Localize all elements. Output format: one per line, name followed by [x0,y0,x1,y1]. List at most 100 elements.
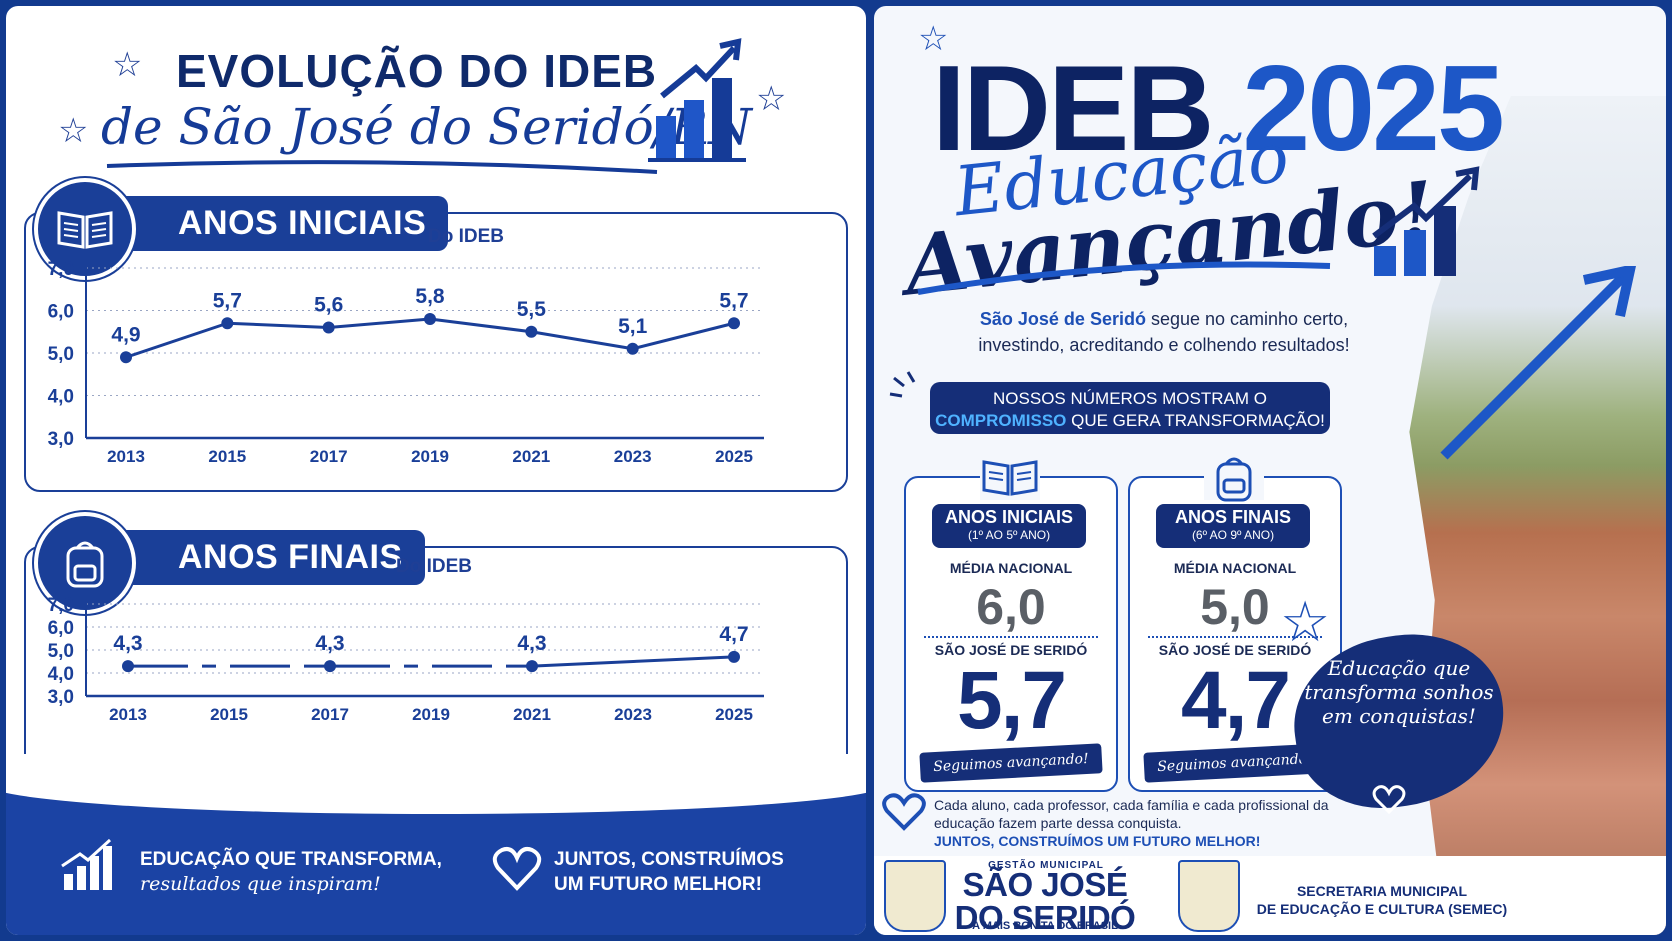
data-point [626,342,639,355]
card-header: ANOS INICIAIS (1º AO 5º ANO) [932,504,1086,548]
semec-label: SECRETARIA MUNICIPAL DE EDUCAÇÃO E CULTUR… [1256,883,1508,917]
data-point [728,650,740,663]
data-point [424,313,436,325]
y-tick-label: 5,0 [48,641,74,662]
data-label: 4,9 [111,323,140,346]
data-label: 5,7 [719,289,748,312]
card-header: ANOS FINAIS (6º AO 9º ANO) [1156,504,1310,548]
y-tick-label: 5,0 [48,344,74,365]
city-value: 5,7 [957,655,1067,746]
heart-icon [492,847,542,891]
page-title: EVOLUÇÃO DO IDEB [176,45,658,97]
national-value: 6,0 [976,579,1046,635]
y-tick-label: 6,0 [48,618,74,639]
municipal-crest-icon [1178,860,1240,932]
star-icon: ☆ [112,46,143,84]
chart-panel-anos-finais [24,546,848,782]
data-point [525,325,538,338]
data-label: 4,3 [315,632,344,655]
data-label: 4,7 [719,623,748,646]
stat-card-anos-finais: ANOS FINAIS (6º AO 9º ANO) MÉDIA NACIONAL… [1128,454,1342,792]
footer-slogan-script: resultados que inspiram! [140,873,381,895]
star-icon: ☆ [756,80,787,118]
book-icon [980,454,1040,500]
footer-message: JUNTOS, CONSTRUÍMOS [554,849,784,870]
stat-card-anos-iniciais: ANOS INICIAIS (1º AO 5º ANO) MÉDIA NACION… [904,454,1118,792]
commitment-banner: NOSSOS NÚMEROS MOSTRAM O COMPROMISSO QUE … [930,382,1330,434]
heart-icon [882,793,926,831]
x-tick-label: 2025 [715,447,753,466]
arrow-up-icon [1440,266,1636,460]
backpack-icon [1204,454,1264,502]
star-icon: ☆ [58,112,89,150]
data-label: 4,3 [517,632,546,655]
x-tick-label: 2021 [513,705,551,724]
logo-gestao: GESTÃO MUNICIPAL [988,860,1104,871]
series-line [429,317,532,334]
city-label: SÃO JOSÉ DE SERIDÓ [1158,642,1312,658]
city-label: SÃO JOSÉ DE SERIDÓ [934,642,1088,658]
city-value: 4,7 [1181,655,1291,746]
data-label: 5,6 [314,294,343,317]
footer-message: UM FUTURO MELHOR! [554,874,762,895]
data-point [322,321,335,334]
page-subtitle: de São José do Seridó/RN [101,98,752,156]
national-label: MÉDIA NACIONAL [949,560,1073,576]
series-line [125,321,228,359]
x-tick-label: 2015 [210,705,248,724]
chart-subtitle: Do IDEB [428,226,504,247]
growth-chart-icon [61,838,112,890]
y-tick-label: 3,0 [48,687,74,708]
x-tick-label: 2017 [311,705,349,724]
x-tick-label: 2019 [411,447,449,466]
anos-finais-title: ANOS FINAIS [78,530,425,585]
poster-title: IDEB 2025 [932,40,1505,176]
y-tick-label: 7,0 [48,596,74,616]
x-tick-label: 2023 [614,705,652,724]
x-tick-label: 2013 [109,705,147,724]
footer-left: EDUCAÇÃO QUE TRANSFORMA, resultados que … [6,754,866,935]
x-tick-label: 2025 [715,705,753,724]
data-point [324,660,336,673]
y-tick-label: 6,0 [48,302,74,323]
star-icon: ☆ [918,20,949,58]
logo-tagline: A MAIS BONITA DO BRASIL [972,920,1118,932]
data-point [120,351,132,364]
data-point [221,317,234,330]
card-tagline: Seguimos avançando! [919,743,1103,783]
series-line [632,321,735,351]
growth-chart-icon [1372,166,1480,276]
data-label: 5,7 [213,289,242,312]
y-tick-label: 3,0 [48,429,74,450]
line-chart-anos-iniciais: 3,0 4,0 5,0 6,0 7,0 2013 2015 2017 2019 2021 2023 2… [48,259,764,466]
series-line [227,321,329,329]
line-chart-anos-finais: 3,04,05,06,07,0 2013 2015 2017 2019 2021 2023 2… [48,596,764,724]
left-panel: ☆ ☆ ☆ EVOLUÇÃO DO IDEB de São José do Se… [6,6,866,935]
data-point [122,660,134,673]
title-underline [917,261,1331,295]
right-panel: ☆ IDEB 2025 Educação Avançando! São José… [874,6,1666,935]
data-label: 5,5 [517,298,547,321]
series-line [328,317,431,329]
data-label: 5,1 [618,315,648,338]
logo-city-name: SÃO JOSÉ DO SERIDÓ [954,866,1136,935]
series-line [531,330,633,351]
title-underline [106,160,658,174]
growth-chart-icon [648,38,746,162]
y-tick-label: 4,0 [48,387,74,408]
x-tick-label: 2017 [310,447,348,466]
data-label: 5,8 [415,285,445,308]
series-line [531,655,735,668]
anos-iniciais-title: ANOS INICIAIS [78,196,449,251]
x-tick-label: 2013 [107,447,145,466]
data-point [728,317,740,330]
x-tick-label: 2023 [614,447,652,466]
chart-panel-anos-iniciais [24,212,848,492]
data-label: 4,3 [113,632,142,655]
sparkle-icon [889,371,916,398]
footer-slogan: EDUCAÇÃO QUE TRANSFORMA, [140,849,442,870]
y-tick-label: 4,0 [48,664,74,685]
x-tick-label: 2015 [208,447,246,466]
x-tick-label: 2019 [412,705,450,724]
